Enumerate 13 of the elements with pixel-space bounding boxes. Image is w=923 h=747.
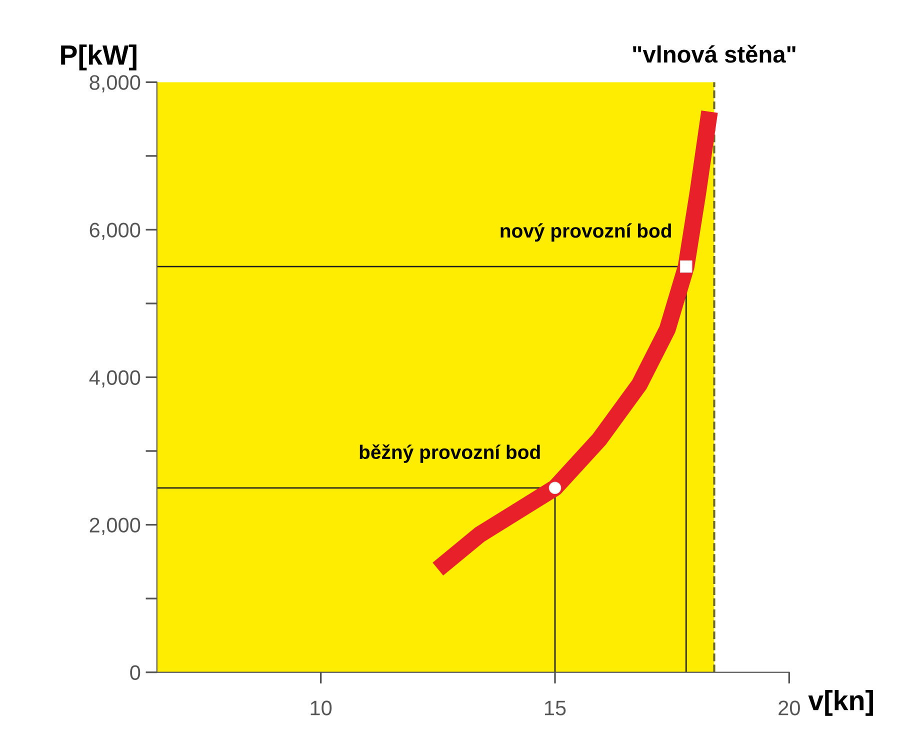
x-tick-label: 10 — [310, 700, 332, 716]
y-tick-label: 2,000 — [90, 518, 140, 535]
annotation: nový provozní bod — [500, 223, 671, 242]
x-axis-title: v[kn] — [808, 690, 873, 716]
y-tick-label: 6,000 — [90, 222, 140, 240]
x-tick-label: 15 — [545, 700, 566, 716]
ref-line-label: "vlnová stěna" — [633, 44, 796, 63]
y-axis-title: P[kW] — [61, 44, 136, 70]
y-tick-label: 8,000 — [90, 75, 140, 92]
y-tick-label: 4,000 — [89, 370, 140, 388]
x-tick-label: 20 — [778, 700, 800, 716]
annotation: běžný provozní bod — [360, 444, 540, 463]
y-tick-label: 0 — [130, 665, 140, 680]
